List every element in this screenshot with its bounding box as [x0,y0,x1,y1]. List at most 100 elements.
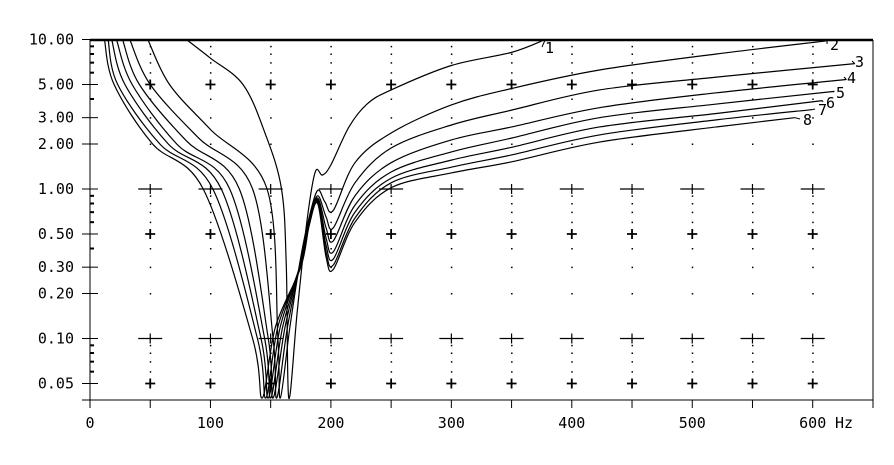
grid-dot [330,72,332,74]
series-label-8: 8 [803,111,812,129]
grid-cross [566,79,577,90]
grid-dot [209,352,212,354]
grid-dot [751,72,754,74]
grid-dot [751,62,754,64]
series-label-leader [812,108,816,111]
grid-dot [450,45,453,48]
grid-dot [330,344,332,347]
grid-dot [571,344,573,347]
grid-cross [506,79,517,90]
series-label-leader [832,90,835,93]
grid-dot [571,45,573,48]
grid-cross [386,79,397,90]
grid-dot [691,72,694,74]
grid-cross [747,229,758,240]
grid-dot [270,117,272,119]
grid-cross [258,333,283,344]
grid-dot [812,371,814,373]
grid-dot [450,98,453,100]
grid-dot [330,221,332,224]
grid-dot [149,195,152,197]
grid-dot [751,195,754,197]
grid-dot [450,202,453,205]
grid-dot [450,371,453,373]
grid-dot [149,266,152,269]
grid-dot [390,117,393,119]
grid-dot [571,195,573,197]
grid-dot [450,117,453,119]
y-tick-label: 0.20 [38,284,74,302]
grid-dot [149,117,152,119]
grid-dot [270,247,272,250]
grid-dot [330,195,332,197]
grid-dot [390,361,393,363]
grid-dot [511,98,513,100]
grid-dot [631,98,634,100]
series-line-8 [103,40,795,399]
grid-dot [511,247,513,250]
grid [138,45,825,389]
grid-dot [571,62,573,64]
grid-cross [627,229,638,240]
grid-dot [450,195,453,197]
grid-cross [807,79,818,90]
grid-dot [270,292,272,295]
grid-dot [631,195,634,197]
grid-dot [631,247,634,250]
y-tick-label: 3.00 [38,109,74,127]
grid-dot [511,53,513,55]
grid-dot [751,45,754,48]
grid-dot [631,117,634,119]
grid-dot [571,247,573,250]
series-label-leader [794,117,801,120]
grid-dot [149,53,152,55]
grid-dot [751,371,754,373]
grid-cross [807,378,818,389]
series-label-leader [851,60,856,64]
grid-dot [209,143,212,145]
grid-dot [390,371,393,373]
grid-dot [149,143,152,145]
grid-dot [209,98,212,100]
grid-dot [149,371,152,373]
grid-dot [571,292,573,295]
x-tick-label: 100 [197,414,224,432]
grid-dot [571,202,573,205]
grid-cross [687,378,698,389]
grid-dot [511,72,513,74]
grid-dot [450,266,453,269]
grid-dot [691,98,694,100]
grid-cross [379,184,404,194]
grid-dot [450,247,453,250]
grid-dot [209,117,212,119]
grid-cross [318,184,343,194]
grid-dot [511,45,513,48]
grid-cross [205,229,216,240]
grid-dot [450,143,453,145]
grid-dot [571,98,573,100]
grid-dot [691,247,694,250]
grid-dot [691,344,694,347]
grid-dot [390,292,393,295]
grid-dot [631,266,634,269]
grid-cross [325,79,336,90]
grid-dot [631,352,634,354]
grid-cross [205,79,216,90]
grid-dot [631,211,634,214]
grid-dot [511,361,513,363]
grid-cross [439,333,464,344]
grid-dot [812,72,814,74]
grid-dot [450,221,453,224]
grid-dot [390,266,393,269]
grid-dot [149,247,152,250]
grid-dot [511,352,513,354]
grid-dot [812,292,814,295]
grid-dot [330,371,332,373]
grid-dot [390,211,393,214]
grid-cross [138,184,163,194]
grid-dot [571,211,573,214]
x-tick-label: 600 [799,414,826,432]
grid-dot [511,292,513,295]
